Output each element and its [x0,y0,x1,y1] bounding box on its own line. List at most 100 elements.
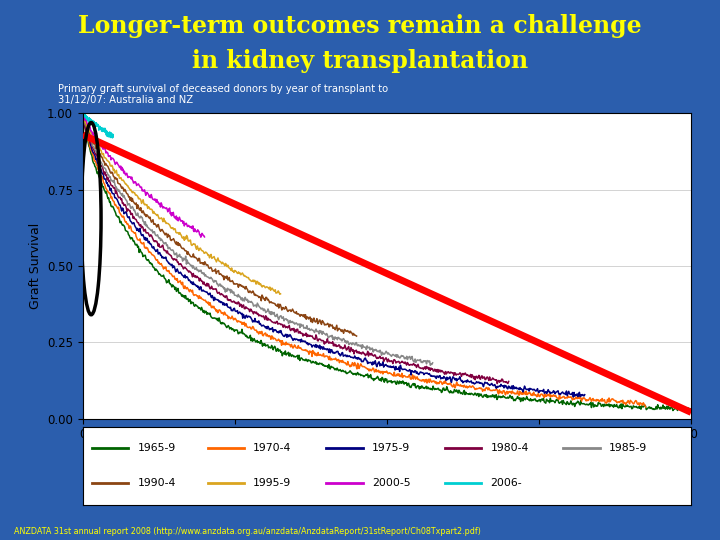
1985-9 [370,347,379,354]
1985-9 [195,267,204,274]
1980-4 [440,370,449,376]
1980-4 [114,193,122,199]
2006- [108,134,117,141]
1990-4 [337,328,346,335]
X-axis label: Years: Years [366,447,408,461]
1975-9 [580,393,588,399]
2006- [81,112,89,118]
Line: 1995-9: 1995-9 [83,113,281,294]
Text: 1985-9: 1985-9 [609,443,647,453]
1970-4 [78,110,87,117]
1990-4 [174,239,182,246]
Line: 1975-9: 1975-9 [83,113,585,397]
1985-9 [374,348,383,354]
Text: 2006-: 2006- [490,478,522,488]
2000-5 [190,228,199,235]
2006- [86,118,95,124]
Line: 1990-4: 1990-4 [83,114,356,336]
1995-9 [276,291,284,298]
2000-5 [101,147,109,153]
1965-9 [687,406,696,413]
1970-4 [301,347,310,353]
Line: 1980-4: 1980-4 [83,113,508,383]
1965-9 [78,110,87,117]
1965-9 [540,399,549,405]
1985-9 [78,110,87,117]
1985-9 [361,344,370,350]
2000-5 [78,111,87,117]
1995-9 [78,110,87,117]
2000-5 [84,122,92,128]
1965-9 [466,392,474,398]
Text: 1980-4: 1980-4 [490,443,528,453]
1980-4 [450,369,459,376]
2006- [78,110,87,117]
Text: 1965-9: 1965-9 [138,443,176,453]
2000-5 [86,124,94,130]
1980-4 [78,110,87,117]
2000-5 [111,161,120,167]
Text: Primary graft survival of deceased donors by year of transplant to
31/12/07: Aus: Primary graft survival of deceased donor… [58,84,388,105]
1965-9 [679,408,688,414]
Text: 1995-9: 1995-9 [253,478,292,488]
1975-9 [78,110,87,117]
Y-axis label: Graft Survival: Graft Survival [29,223,42,309]
1970-4 [114,205,122,212]
2000-5 [194,228,203,234]
2006- [107,132,115,138]
2000-5 [200,234,209,240]
1980-4 [378,355,387,361]
1975-9 [569,394,577,400]
1985-9 [428,360,437,366]
1970-4 [527,392,536,399]
Text: in kidney transplantation: in kidney transplantation [192,49,528,72]
1975-9 [91,156,100,163]
1995-9 [267,285,276,292]
1995-9 [107,163,115,169]
1975-9 [580,392,589,398]
Line: 2006-: 2006- [83,113,113,138]
1970-4 [135,235,144,242]
1965-9 [603,401,611,408]
Text: 2000-5: 2000-5 [372,478,410,488]
1990-4 [198,261,207,267]
1970-4 [209,305,217,311]
Text: 1975-9: 1975-9 [372,443,410,453]
1980-4 [493,380,502,387]
1975-9 [375,359,384,365]
1985-9 [266,312,275,318]
Text: 1970-4: 1970-4 [253,443,292,453]
1990-4 [169,235,178,242]
Line: 1965-9: 1965-9 [83,113,691,411]
1985-9 [86,134,94,140]
Text: ANZDATA 31st annual report 2008 (http://www.anzdata.org.au/anzdata/AnzdataReport: ANZDATA 31st annual report 2008 (http://… [14,526,481,536]
Line: 2000-5: 2000-5 [83,114,204,237]
1995-9 [161,218,170,224]
1990-4 [112,176,121,183]
1980-4 [81,125,90,132]
2000-5 [197,234,205,240]
1965-9 [448,390,456,396]
2006- [80,112,89,118]
Line: 1970-4: 1970-4 [83,113,646,407]
1980-4 [354,350,363,356]
Text: Longer-term outcomes remain a challenge: Longer-term outcomes remain a challenge [78,14,642,37]
1970-4 [642,404,650,410]
1965-9 [432,386,441,393]
Line: 1985-9: 1985-9 [83,113,433,365]
2006- [109,133,117,140]
2006- [84,118,93,125]
1975-9 [143,235,151,241]
1995-9 [102,156,111,163]
1995-9 [276,291,285,297]
Text: 1990-4: 1990-4 [138,478,176,488]
1990-4 [352,333,361,339]
1980-4 [504,378,513,384]
2006- [107,132,116,139]
1965-9 [116,219,125,226]
1970-4 [262,333,271,339]
1990-4 [160,231,168,237]
1995-9 [162,220,171,227]
1975-9 [202,289,210,295]
1990-4 [78,111,87,118]
